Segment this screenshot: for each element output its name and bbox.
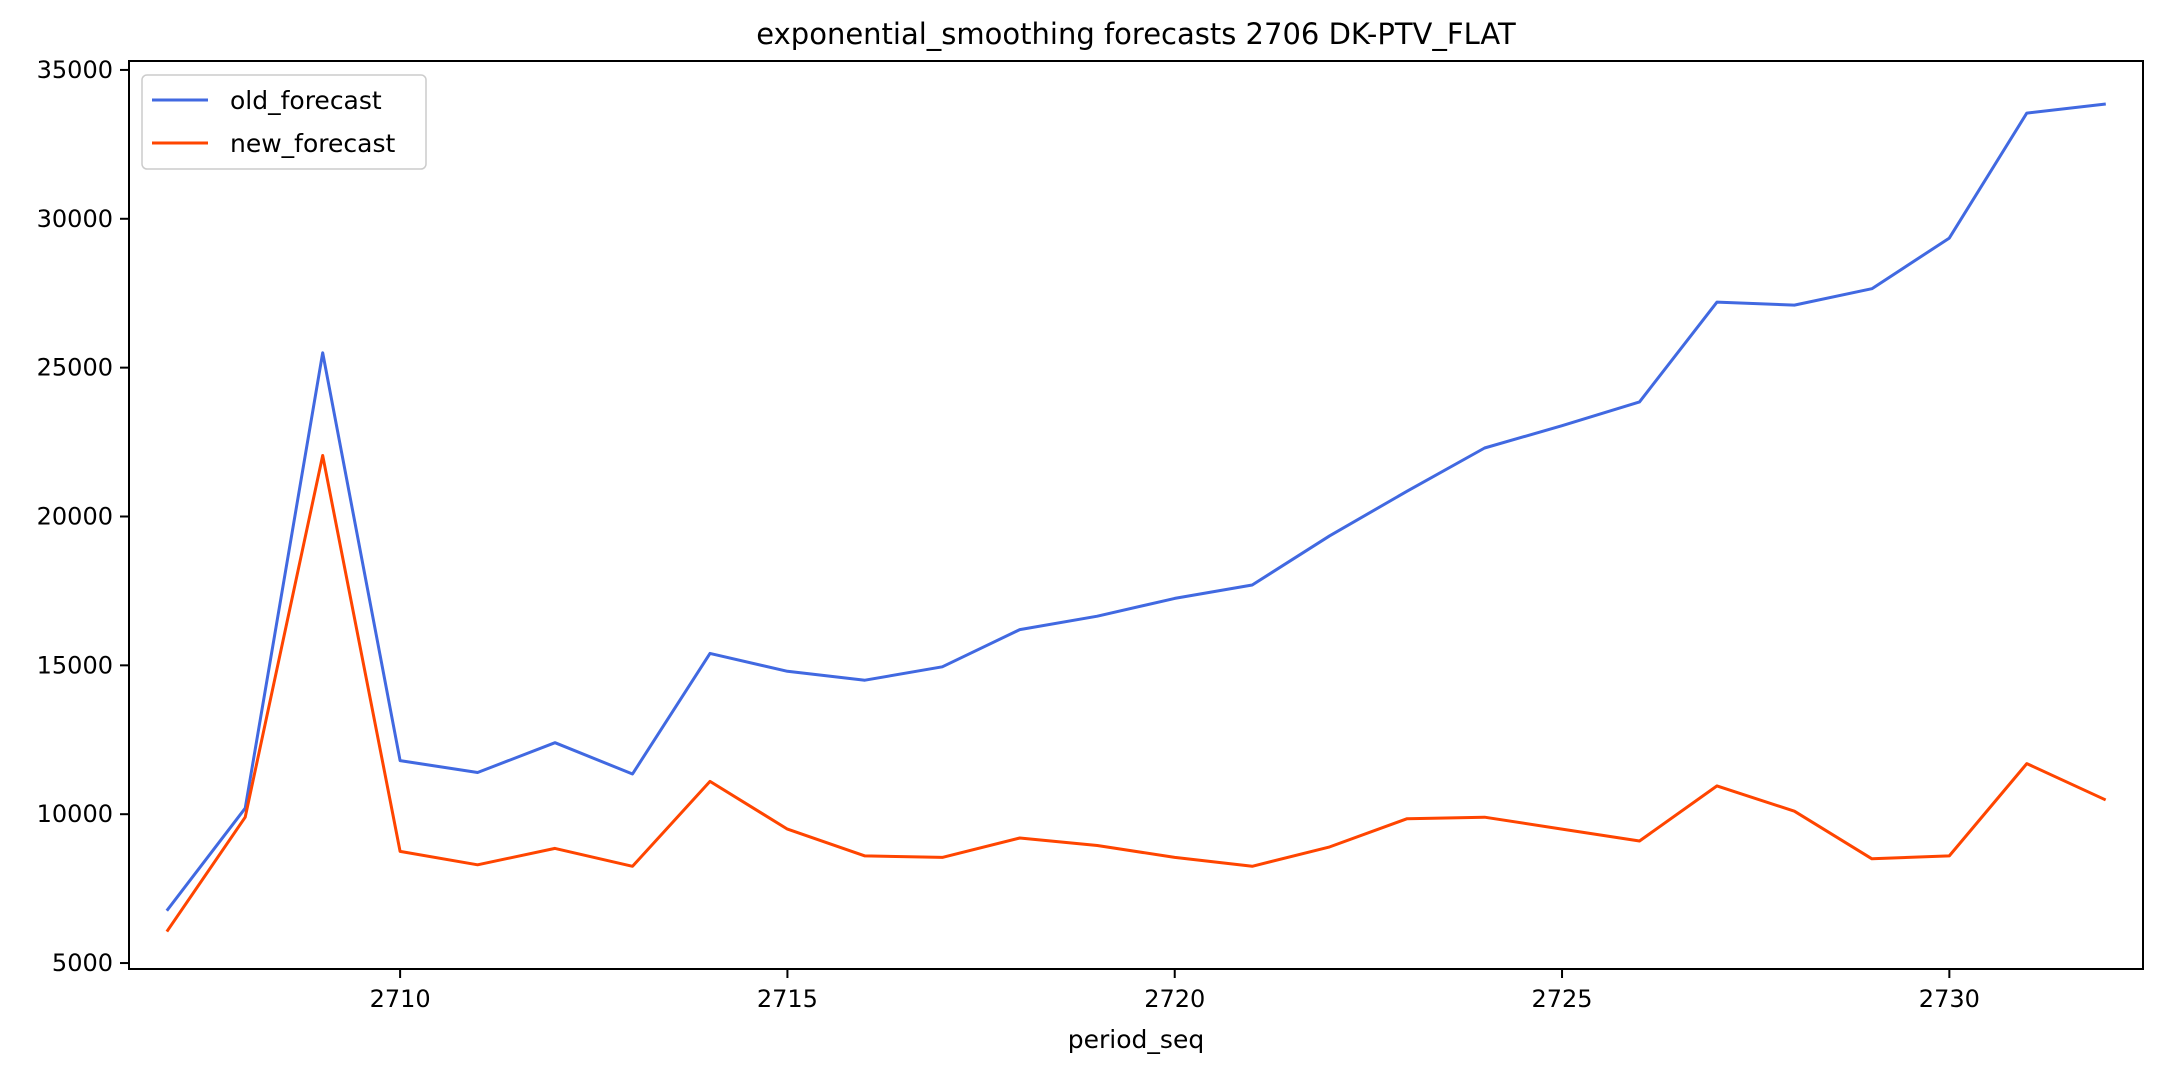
legend-label-old-forecast: old_forecast [230, 86, 382, 115]
plot-frame [128, 60, 2144, 970]
x-tick-label: 2715 [757, 985, 818, 1013]
y-tick-label: 20000 [37, 502, 113, 530]
y-tick-label: 15000 [37, 651, 113, 679]
legend-label-new-forecast: new_forecast [230, 129, 395, 158]
chart-title: exponential_smoothing forecasts 2706 DK-… [756, 17, 1516, 51]
x-axis-label: period_seq [1068, 1025, 1204, 1054]
legend-box [141, 74, 427, 170]
y-tick-label: 30000 [37, 205, 113, 233]
y-tick-label: 5000 [52, 949, 113, 977]
y-axis: 5000 10000 15000 20000 25000 30000 35000 [37, 56, 129, 977]
y-tick-label: 10000 [37, 800, 113, 828]
x-tick-label: 2725 [1531, 985, 1592, 1013]
x-tick-label: 2720 [1144, 985, 1205, 1013]
x-tick-label: 2730 [1919, 985, 1980, 1013]
series-layer [165, 102, 2107, 933]
legend: old_forecast new_forecast [141, 74, 427, 170]
series-line-old-forecast [165, 102, 2106, 912]
y-tick-label: 25000 [37, 354, 113, 382]
x-tick-label: 2710 [370, 985, 431, 1013]
series-line-new-forecast [165, 454, 2107, 933]
x-axis: 2710 2715 2720 2725 2730 [370, 969, 1980, 1013]
y-tick-label: 35000 [37, 56, 113, 84]
